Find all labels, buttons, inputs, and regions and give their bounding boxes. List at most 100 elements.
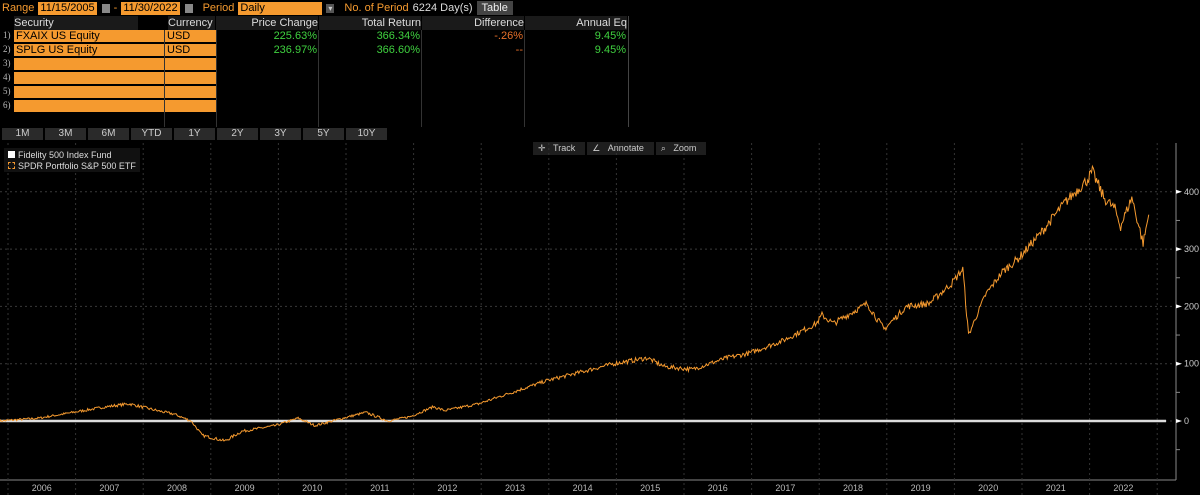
period-button-3m[interactable]: 3M (45, 128, 86, 140)
row-number: 4) (3, 72, 11, 82)
column-header[interactable]: Security (14, 16, 138, 30)
x-tick-label: 2019 (911, 483, 931, 493)
column-header[interactable]: Annual Eq (525, 16, 627, 30)
start-date-input[interactable]: 11/15/2005 (38, 1, 97, 15)
x-tick-label: 2016 (708, 483, 728, 493)
chevron-down-icon[interactable]: ▾ (326, 3, 335, 13)
x-tick-label: 2012 (437, 483, 457, 493)
end-date-input[interactable]: 11/30/2022 (121, 1, 180, 15)
legend-swatch (8, 162, 15, 169)
track-button[interactable]: ✛ Track (533, 142, 586, 155)
security-input[interactable]: SPLG US Equity (14, 44, 164, 57)
annotate-label: Annotate (602, 142, 649, 154)
row-number: 3) (3, 58, 11, 68)
x-tick-label: 2006 (32, 483, 52, 493)
period-label: Period (202, 2, 235, 14)
legend-item: SPDR Portfolio S&P 500 ETF (8, 160, 136, 171)
column-header[interactable]: Currency (168, 16, 215, 30)
period-button-1y[interactable]: 1Y (174, 128, 215, 140)
period-button-3y[interactable]: 3Y (260, 128, 301, 140)
y-tick-label: 200 (1184, 301, 1199, 311)
security-input[interactable] (14, 86, 164, 99)
column-header[interactable]: Difference (422, 16, 524, 30)
x-tick-label: 2010 (302, 483, 322, 493)
calendar-icon[interactable] (101, 3, 110, 13)
zoom-button[interactable]: ⌕ Zoom (655, 142, 707, 155)
y-tick-marker (1176, 304, 1182, 309)
period-button-ytd[interactable]: YTD (131, 128, 172, 140)
legend-label: Fidelity 500 Index Fund (18, 149, 112, 160)
column-divider (216, 30, 217, 127)
y-tick-label: 100 (1184, 359, 1199, 369)
security-input[interactable]: FXAIX US Equity (14, 30, 164, 43)
security-input[interactable] (14, 72, 164, 85)
row-number: 2) (3, 44, 11, 54)
security-input[interactable] (14, 100, 164, 113)
row-number: 5) (3, 86, 11, 96)
difference-cell: -.26% (494, 30, 523, 42)
x-tick-label: 2017 (775, 483, 795, 493)
calendar-icon[interactable] (184, 3, 193, 13)
difference-cell: -- (515, 44, 523, 56)
x-tick-label: 2009 (235, 483, 255, 493)
period-button-6m[interactable]: 6M (88, 128, 129, 140)
currency-cell[interactable] (165, 58, 216, 71)
period-select[interactable]: Daily (238, 1, 323, 15)
legend-item: Fidelity 500 Index Fund (8, 149, 136, 160)
currency-cell[interactable]: USD (165, 44, 216, 57)
y-tick-label: 300 (1184, 244, 1199, 254)
securities-table: Security Currency Price Change Total Return… (0, 16, 629, 127)
chart-tools: ✛ Track ∠ Annotate ⌕ Zoom (533, 142, 707, 155)
y-tick-marker (1176, 247, 1182, 252)
column-header[interactable]: Total Return (319, 16, 421, 30)
period-button-1m[interactable]: 1M (2, 128, 43, 140)
table-button[interactable]: Table (476, 1, 513, 15)
annotate-button[interactable]: ∠ Annotate (587, 142, 654, 155)
row-number: 1) (3, 30, 11, 40)
column-header[interactable]: Price Change (216, 16, 318, 30)
legend: Fidelity 500 Index Fund SPDR Portfolio S… (4, 148, 140, 172)
annual-eq-cell: 9.45% (594, 44, 626, 56)
x-tick-label: 2011 (370, 483, 389, 493)
total-return-cell: 366.34% (376, 30, 420, 42)
zoom-label: Zoom (668, 142, 702, 154)
y-tick-marker (1176, 189, 1182, 194)
x-tick-label: 2022 (1113, 483, 1133, 493)
currency-cell[interactable] (165, 100, 216, 113)
legend-label: SPDR Portfolio S&P 500 ETF (18, 160, 136, 171)
x-tick-label: 2015 (640, 483, 660, 493)
price-change-cell: 236.97% (273, 44, 317, 56)
annual-eq-cell: 9.45% (594, 30, 626, 42)
y-tick-label: 0 (1184, 416, 1189, 426)
x-tick-label: 2021 (1046, 483, 1066, 493)
range-label: Range (2, 2, 35, 14)
num-periods-value: 6224 Day(s) (412, 2, 473, 14)
x-tick-label: 2013 (505, 483, 525, 493)
security-input[interactable] (14, 58, 164, 71)
total-return-cell: 366.60% (376, 44, 420, 56)
num-periods-label: No. of Period (344, 2, 409, 14)
y-tick-marker (1176, 361, 1182, 366)
x-tick-label: 2018 (843, 483, 863, 493)
period-buttons: 1M 3M 6M YTD 1Y 2Y 3Y 5Y 10Y (2, 128, 387, 140)
date-dash: - (113, 2, 118, 14)
price-change-cell: 225.63% (273, 30, 317, 42)
y-tick-marker (1176, 419, 1182, 423)
column-divider (164, 30, 165, 127)
currency-cell[interactable] (165, 72, 216, 85)
x-tick-label: 2014 (573, 483, 593, 493)
currency-cell[interactable] (165, 86, 216, 99)
period-button-2y[interactable]: 2Y (217, 128, 258, 140)
x-tick-label: 2007 (99, 483, 119, 493)
currency-cell[interactable]: USD (165, 30, 216, 43)
toolbar: Range 11/15/2005 - 11/30/2022 Period Dai… (0, 0, 1200, 16)
column-divider (318, 30, 319, 127)
period-button-5y[interactable]: 5Y (303, 128, 344, 140)
column-divider (524, 30, 525, 127)
y-tick-label: 400 (1184, 187, 1199, 197)
track-label: Track (548, 142, 581, 154)
period-button-10y[interactable]: 10Y (346, 128, 387, 140)
x-tick-label: 2008 (167, 483, 187, 493)
legend-swatch (8, 151, 15, 158)
